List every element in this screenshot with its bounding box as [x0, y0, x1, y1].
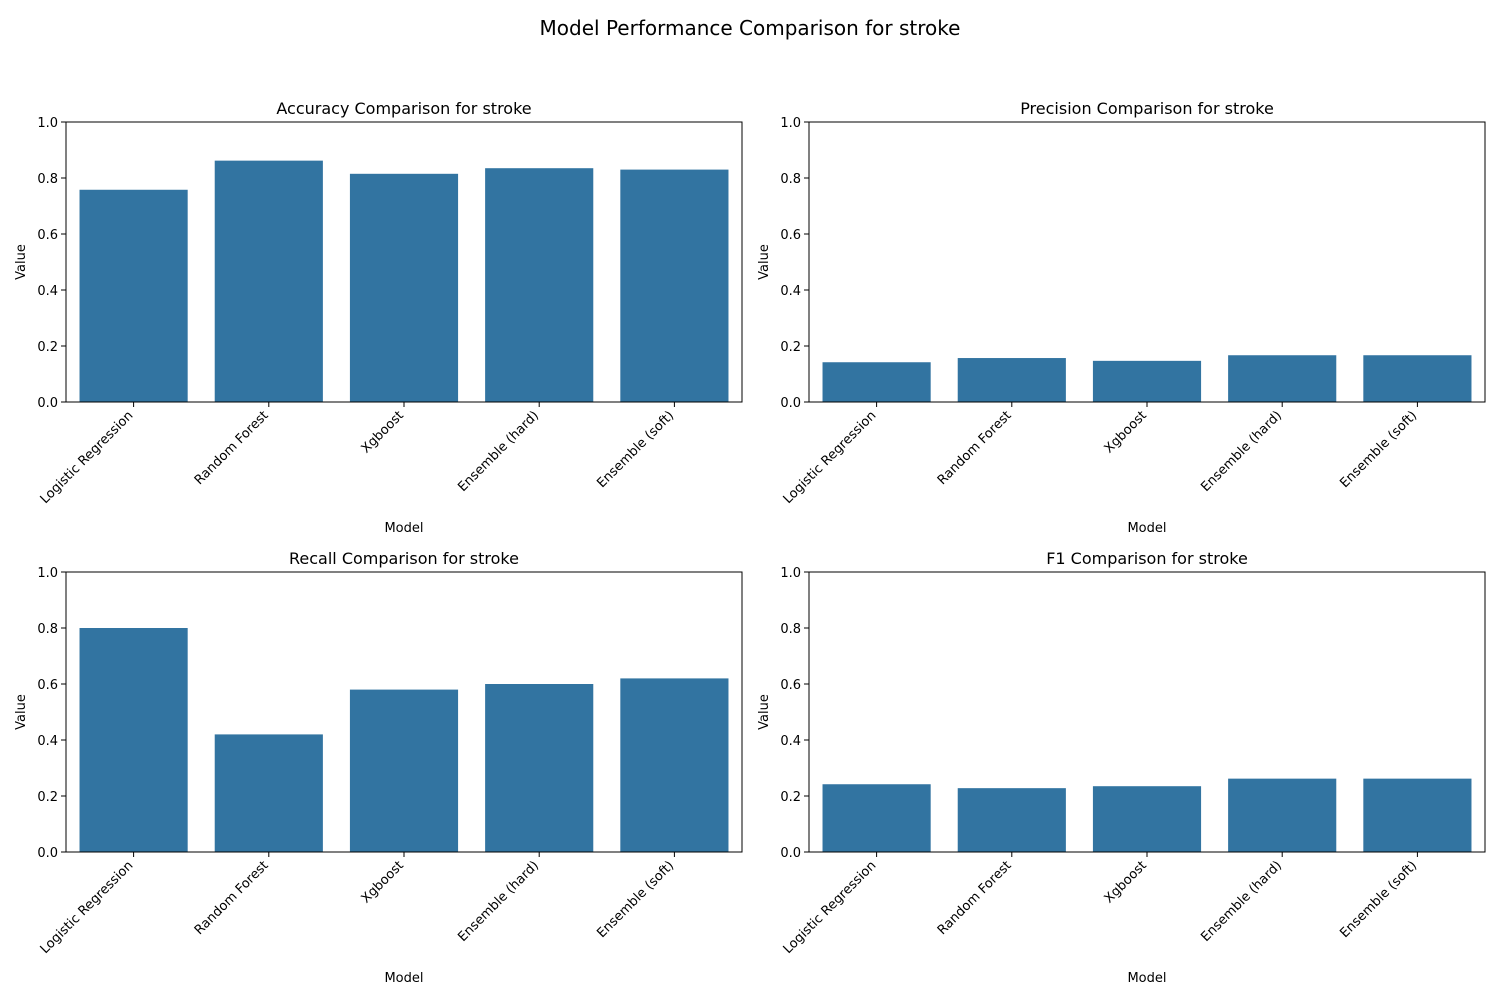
- y-tick-label: 0.2: [37, 340, 58, 355]
- x-tick-label: Ensemble (hard): [1198, 858, 1285, 945]
- bar-random-forest: [214, 734, 323, 852]
- x-tick-label: Random Forest: [935, 408, 1015, 488]
- y-tick-label: 0.2: [37, 790, 58, 805]
- y-axis-label: Value: [14, 694, 29, 730]
- x-tick-label: Ensemble (soft): [594, 408, 677, 491]
- y-tick-label: 0.6: [780, 228, 801, 243]
- bar-ensemble-hard: [1228, 778, 1337, 852]
- y-tick-label: 0.2: [780, 340, 801, 355]
- x-tick-label: Ensemble (soft): [1337, 408, 1420, 491]
- y-tick-label: 1.0: [780, 566, 801, 581]
- y-axis-label: Value: [14, 244, 29, 280]
- chart-panel-3: 0.0 0.2 0.4 0.6 0.8 1.0 Logistic Regression Ran…: [14, 549, 743, 986]
- y-tick-label: 0.6: [780, 678, 801, 693]
- y-tick-label: 0.8: [37, 622, 58, 637]
- y-tick-label: 1.0: [780, 116, 801, 131]
- y-tick-label: 0.4: [780, 734, 801, 749]
- x-tick-label: Logistic Regression: [38, 858, 137, 957]
- chart-title: F1 Comparison for stroke: [1046, 549, 1248, 568]
- bar-ensemble-soft: [620, 678, 729, 852]
- chart-panel-4: 0.0 0.2 0.4 0.6 0.8 1.0 Logistic Regression Ran…: [757, 549, 1486, 986]
- bar-xgboost: [1092, 786, 1202, 852]
- y-axis-label: Value: [757, 694, 772, 730]
- chart-title: Accuracy Comparison for stroke: [276, 99, 531, 118]
- bar-ensemble-hard: [485, 684, 594, 852]
- y-tick-label: 0.6: [37, 678, 58, 693]
- chart-panel-1: 0.0 0.2 0.4 0.6 0.8 1.0 Logistic Regression Ran…: [14, 99, 743, 536]
- x-tick-label: Logistic Regression: [781, 408, 880, 507]
- x-tick-label: Xgboost: [359, 408, 407, 456]
- bar-xgboost: [349, 689, 459, 852]
- bar-random-forest: [957, 788, 1066, 852]
- y-axis-label: Value: [757, 244, 772, 280]
- figure-title: Model Performance Comparison for stroke: [540, 16, 961, 40]
- y-tick-label: 0.0: [780, 846, 801, 861]
- y-tick-label: 0.0: [780, 396, 801, 411]
- chart-panels: 0.0 0.2 0.4 0.6 0.8 1.0 Logistic Regression Ran…: [14, 99, 1486, 986]
- x-tick-label: Xgboost: [1102, 858, 1150, 906]
- x-tick-label: Ensemble (hard): [455, 858, 542, 945]
- x-tick-label: Random Forest: [192, 408, 272, 488]
- y-tick-label: 0.6: [37, 228, 58, 243]
- x-tick-label: Ensemble (soft): [594, 858, 677, 941]
- x-tick-label: Xgboost: [359, 858, 407, 906]
- bar-ensemble-soft: [620, 169, 729, 402]
- x-tick-label: Logistic Regression: [38, 408, 137, 507]
- chart-panel-2: 0.0 0.2 0.4 0.6 0.8 1.0 Logistic Regression Ran…: [757, 99, 1486, 536]
- y-tick-label: 0.8: [780, 172, 801, 187]
- bar-logistic-regression: [822, 784, 931, 852]
- chart-title: Recall Comparison for stroke: [289, 549, 519, 568]
- chart-title: Precision Comparison for stroke: [1020, 99, 1274, 118]
- bar-random-forest: [957, 358, 1066, 402]
- x-axis-label: Model: [1127, 521, 1166, 536]
- x-tick-label: Logistic Regression: [781, 858, 880, 957]
- y-tick-label: 0.0: [37, 846, 58, 861]
- y-tick-label: 0.8: [37, 172, 58, 187]
- bar-ensemble-hard: [485, 168, 594, 402]
- x-tick-label: Ensemble (hard): [1198, 408, 1285, 495]
- bar-ensemble-soft: [1363, 778, 1472, 852]
- bar-xgboost: [1092, 360, 1202, 402]
- bar-logistic-regression: [79, 189, 188, 402]
- y-tick-label: 0.8: [780, 622, 801, 637]
- y-tick-label: 1.0: [37, 566, 58, 581]
- bar-logistic-regression: [79, 628, 188, 852]
- x-tick-label: Random Forest: [192, 858, 272, 938]
- x-tick-label: Ensemble (soft): [1337, 858, 1420, 941]
- y-tick-label: 1.0: [37, 116, 58, 131]
- bar-ensemble-hard: [1228, 355, 1337, 402]
- y-tick-label: 0.4: [37, 284, 58, 299]
- y-tick-label: 0.2: [780, 790, 801, 805]
- x-axis-label: Model: [1127, 971, 1166, 986]
- bar-random-forest: [214, 160, 323, 402]
- x-axis-label: Model: [384, 521, 423, 536]
- bar-xgboost: [349, 173, 459, 402]
- x-tick-label: Random Forest: [935, 858, 1015, 938]
- y-tick-label: 0.4: [780, 284, 801, 299]
- x-tick-label: Xgboost: [1102, 408, 1150, 456]
- x-axis-label: Model: [384, 971, 423, 986]
- y-tick-label: 0.4: [37, 734, 58, 749]
- x-tick-label: Ensemble (hard): [455, 408, 542, 495]
- bar-ensemble-soft: [1363, 355, 1472, 402]
- bar-logistic-regression: [822, 362, 931, 402]
- y-tick-label: 0.0: [37, 396, 58, 411]
